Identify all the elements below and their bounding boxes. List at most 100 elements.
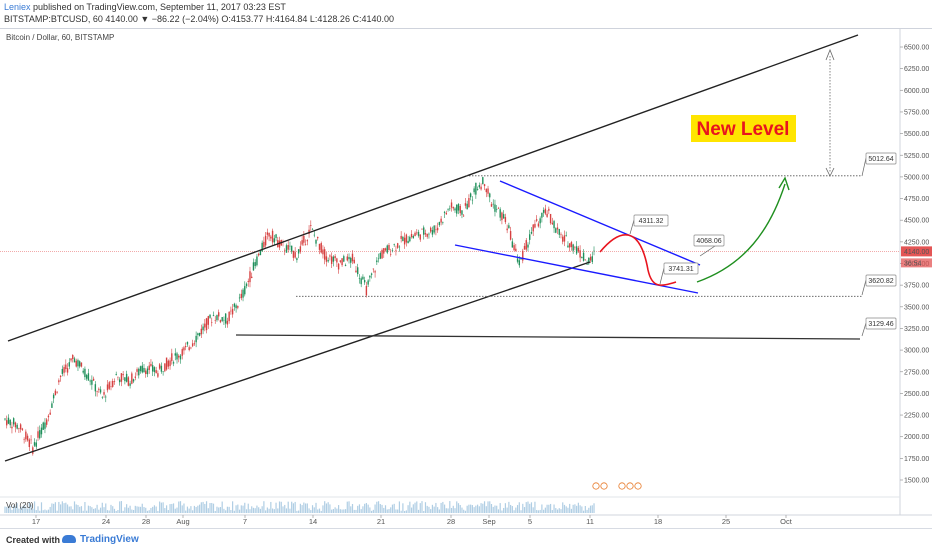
volume-bar: [146, 510, 149, 513]
volume-bar: [589, 505, 592, 513]
candle-body: [515, 248, 517, 252]
candle-body: [207, 316, 209, 325]
author-link[interactable]: Leniex: [4, 2, 31, 12]
candle-body: [501, 212, 503, 221]
volume-bar: [284, 504, 286, 513]
candle-body: [553, 221, 555, 229]
candle-body: [508, 225, 510, 229]
volume-bar: [464, 510, 467, 513]
volume-bar: [23, 504, 25, 513]
candle-body: [334, 256, 336, 259]
volume-bar: [355, 509, 357, 513]
volume-bar: [522, 503, 524, 513]
candle-body: [525, 240, 527, 250]
volume-bar: [271, 508, 274, 513]
tradingview-logo[interactable]: TradingView: [62, 534, 139, 545]
candle-body: [330, 256, 333, 264]
candle-body: [256, 256, 258, 266]
volume-bar: [534, 501, 536, 513]
candle-body: [527, 244, 529, 248]
volume-bar: [423, 510, 425, 513]
candle-body: [348, 257, 350, 260]
volume-bar: [221, 501, 223, 513]
volume-bar: [351, 504, 354, 513]
volume-bar: [348, 501, 350, 513]
candle-body: [25, 431, 27, 440]
candle-body: [376, 260, 378, 263]
volume-bar: [117, 510, 119, 513]
candle-body: [358, 278, 361, 279]
candle-body: [66, 368, 69, 373]
volume-bar: [105, 503, 107, 513]
candle-body: [224, 313, 227, 324]
volume-bar: [9, 506, 11, 513]
volume-bar: [79, 506, 81, 513]
x-tick-label: Oct: [780, 517, 793, 526]
candle-body: [363, 280, 366, 283]
volume-bar: [84, 501, 86, 513]
volume-bar: [115, 510, 117, 513]
volume-bar: [296, 510, 298, 513]
candle-body: [429, 227, 432, 232]
volume-bar: [563, 504, 566, 513]
candle-body: [440, 218, 442, 223]
candle-body: [454, 208, 456, 211]
candle-body: [496, 208, 498, 210]
candle-body: [158, 364, 161, 369]
y-tick-label: 6500.00: [904, 45, 929, 52]
candle-body: [287, 245, 289, 250]
volume-bar: [112, 506, 114, 513]
chart-frame[interactable]: [0, 28, 932, 529]
volume-bar: [440, 502, 442, 513]
volume-bar: [16, 503, 18, 513]
volume-bar: [21, 506, 23, 513]
volume-bar: [282, 506, 284, 513]
candle-body: [40, 427, 43, 435]
price-chart[interactable]: 1500.00 1750.00 2000.00 2250.00 2500.00 2750.…: [0, 0, 932, 528]
candle-body: [304, 244, 307, 245]
level-3129-line: [235, 334, 861, 340]
candle-body: [171, 353, 173, 362]
candle-body: [247, 280, 249, 282]
volume-bar: [176, 507, 178, 513]
candle-body: [125, 373, 128, 382]
callout-3741-leader: [659, 267, 665, 285]
candle-body: [473, 188, 475, 193]
y-tick-label: 3000.00: [904, 348, 929, 355]
volume-bar: [49, 506, 51, 513]
candle-body: [535, 219, 538, 221]
volume-bar: [477, 504, 479, 513]
candle-body: [35, 442, 37, 447]
candle-body: [275, 234, 277, 238]
volume-bar: [122, 510, 124, 513]
volume-bar: [360, 509, 362, 513]
candle-body: [381, 249, 383, 259]
candle-body: [122, 374, 124, 376]
volume-bar: [593, 503, 595, 513]
volume-bar: [244, 502, 246, 513]
volume-bar: [572, 504, 574, 513]
candle-body: [593, 250, 595, 252]
volume-bar: [20, 506, 22, 513]
candle-body: [329, 255, 331, 257]
volume-bar: [261, 506, 263, 513]
candle-body: [414, 232, 416, 237]
volume-bar: [584, 506, 586, 513]
volume-bar: [167, 510, 169, 513]
y-tick-label: 4500.00: [904, 218, 929, 225]
volume-bar: [417, 509, 420, 513]
volume-bar: [174, 508, 176, 513]
volume-bar: [94, 508, 96, 513]
volume-bar: [225, 510, 227, 513]
volume-bar: [503, 507, 505, 513]
candle-body: [386, 245, 388, 253]
candle-body: [113, 381, 116, 382]
volume-bar: [103, 507, 105, 513]
volume-bar: [214, 510, 216, 513]
volume-bar: [60, 504, 62, 513]
volume-bar: [280, 501, 282, 513]
candle-body: [44, 422, 46, 429]
candle-body: [466, 203, 468, 210]
volume-bar: [449, 501, 451, 513]
candle-body: [558, 229, 560, 235]
